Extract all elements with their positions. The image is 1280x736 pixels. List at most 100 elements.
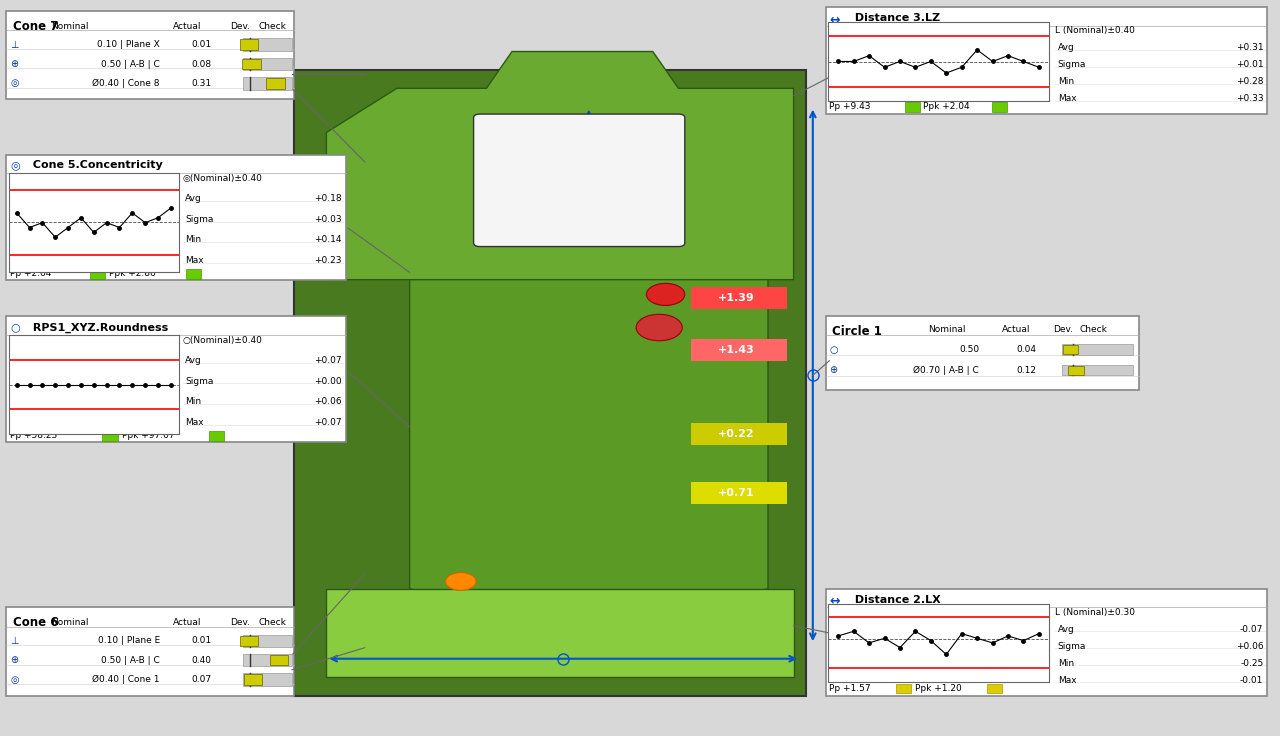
Text: ↔: ↔ xyxy=(829,13,840,26)
FancyBboxPatch shape xyxy=(1064,345,1078,354)
FancyBboxPatch shape xyxy=(896,684,911,693)
Text: Pp +2.64: Pp +2.64 xyxy=(10,269,51,278)
Text: Sigma: Sigma xyxy=(1057,642,1087,651)
Text: Pp +58.23: Pp +58.23 xyxy=(10,431,58,440)
Text: Dev.: Dev. xyxy=(1053,325,1074,334)
FancyBboxPatch shape xyxy=(992,102,1007,112)
Circle shape xyxy=(636,314,682,341)
FancyBboxPatch shape xyxy=(905,102,920,112)
FancyBboxPatch shape xyxy=(243,634,292,647)
FancyBboxPatch shape xyxy=(294,70,806,696)
Text: +1.43: +1.43 xyxy=(718,344,754,355)
Text: Max: Max xyxy=(186,256,204,265)
FancyBboxPatch shape xyxy=(987,684,1002,693)
Text: 0.12: 0.12 xyxy=(1016,366,1037,375)
Text: 0.10 | Plane E: 0.10 | Plane E xyxy=(97,636,160,645)
Text: Actual: Actual xyxy=(173,21,201,31)
FancyBboxPatch shape xyxy=(826,316,1139,390)
Text: Nominal: Nominal xyxy=(51,21,88,31)
Text: Min: Min xyxy=(186,236,201,244)
FancyBboxPatch shape xyxy=(102,431,118,441)
FancyBboxPatch shape xyxy=(243,38,292,51)
Text: +0.18: +0.18 xyxy=(314,194,342,203)
Text: ◎: ◎ xyxy=(10,160,20,171)
Text: L (Nominal)±0.40: L (Nominal)±0.40 xyxy=(1055,26,1135,35)
FancyBboxPatch shape xyxy=(691,287,787,309)
Text: -0.07: -0.07 xyxy=(1240,625,1263,634)
Circle shape xyxy=(646,283,685,305)
Text: Check: Check xyxy=(1079,325,1107,334)
FancyBboxPatch shape xyxy=(826,589,1267,696)
FancyBboxPatch shape xyxy=(1062,344,1133,355)
Text: ○(Nominal)±0.40: ○(Nominal)±0.40 xyxy=(183,336,262,344)
FancyBboxPatch shape xyxy=(6,11,294,99)
FancyBboxPatch shape xyxy=(243,58,292,70)
Text: Max: Max xyxy=(186,418,204,427)
Circle shape xyxy=(445,573,476,590)
Text: Ppk +2.04: Ppk +2.04 xyxy=(923,102,969,111)
Text: Nominal: Nominal xyxy=(928,325,965,334)
Text: Min: Min xyxy=(186,397,201,406)
Text: Pp +1.57: Pp +1.57 xyxy=(829,684,872,693)
Text: +0.28: +0.28 xyxy=(1236,77,1263,86)
Text: ↔: ↔ xyxy=(829,595,840,608)
Text: Sigma: Sigma xyxy=(1057,60,1087,69)
FancyBboxPatch shape xyxy=(90,269,105,279)
Text: ⊕: ⊕ xyxy=(10,59,18,69)
Text: +0.03: +0.03 xyxy=(314,215,342,224)
FancyBboxPatch shape xyxy=(1069,366,1084,375)
FancyBboxPatch shape xyxy=(266,78,284,89)
FancyBboxPatch shape xyxy=(691,423,787,445)
FancyBboxPatch shape xyxy=(209,431,224,441)
Text: Distance 3.LZ: Distance 3.LZ xyxy=(851,13,941,24)
Text: ◎(Nominal)±0.40: ◎(Nominal)±0.40 xyxy=(183,174,262,183)
Text: +0.33: +0.33 xyxy=(1235,94,1263,103)
Text: 0.08: 0.08 xyxy=(191,60,211,68)
FancyBboxPatch shape xyxy=(270,655,288,665)
Text: Nominal: Nominal xyxy=(51,618,88,627)
Text: 0.01: 0.01 xyxy=(191,40,211,49)
FancyBboxPatch shape xyxy=(6,316,346,442)
Text: Ppk +97.07: Ppk +97.07 xyxy=(122,431,174,440)
Text: 0.01: 0.01 xyxy=(191,636,211,645)
Text: Check: Check xyxy=(259,618,287,627)
FancyBboxPatch shape xyxy=(691,482,787,504)
FancyBboxPatch shape xyxy=(691,339,787,361)
Text: -0.25: -0.25 xyxy=(1240,659,1263,668)
Text: Ø0.70 | A-B | C: Ø0.70 | A-B | C xyxy=(914,366,979,375)
Text: +0.71: +0.71 xyxy=(718,488,754,498)
Text: Circle 1: Circle 1 xyxy=(832,325,882,339)
Text: ⊕: ⊕ xyxy=(829,365,837,375)
Text: Sigma: Sigma xyxy=(186,377,214,386)
Text: Min: Min xyxy=(1057,77,1074,86)
Text: Cone 7: Cone 7 xyxy=(13,20,58,33)
Text: 0.40: 0.40 xyxy=(191,656,211,665)
Text: Max: Max xyxy=(1057,94,1076,103)
Polygon shape xyxy=(326,589,794,677)
Text: ○: ○ xyxy=(829,344,838,355)
Text: +0.06: +0.06 xyxy=(1235,642,1263,651)
Text: RPS1_XYZ.Roundness: RPS1_XYZ.Roundness xyxy=(29,322,169,333)
Text: 0.07: 0.07 xyxy=(191,675,211,684)
Text: Ppk +2.86: Ppk +2.86 xyxy=(109,269,156,278)
Text: Ø0.40 | Cone 1: Ø0.40 | Cone 1 xyxy=(92,675,160,684)
Text: Check: Check xyxy=(259,21,287,31)
Text: 0.50: 0.50 xyxy=(959,345,979,354)
Text: 0.04: 0.04 xyxy=(1016,345,1037,354)
Text: +0.06: +0.06 xyxy=(314,397,342,406)
Text: +0.07: +0.07 xyxy=(314,356,342,365)
FancyBboxPatch shape xyxy=(243,77,292,90)
Text: Avg: Avg xyxy=(1057,625,1074,634)
Text: ◎: ◎ xyxy=(10,675,19,684)
Text: Dev.: Dev. xyxy=(230,618,251,627)
Text: Pp +9.43: Pp +9.43 xyxy=(829,102,870,111)
Text: +0.22: +0.22 xyxy=(718,429,754,439)
Text: 0.31: 0.31 xyxy=(191,79,211,88)
FancyBboxPatch shape xyxy=(239,635,259,646)
Text: 0.50 | A-B | C: 0.50 | A-B | C xyxy=(101,656,160,665)
Text: +0.31: +0.31 xyxy=(1235,43,1263,52)
Text: Avg: Avg xyxy=(1057,43,1074,52)
Text: +0.01: +0.01 xyxy=(1235,60,1263,69)
FancyBboxPatch shape xyxy=(474,114,685,247)
Text: Dev.: Dev. xyxy=(230,21,251,31)
